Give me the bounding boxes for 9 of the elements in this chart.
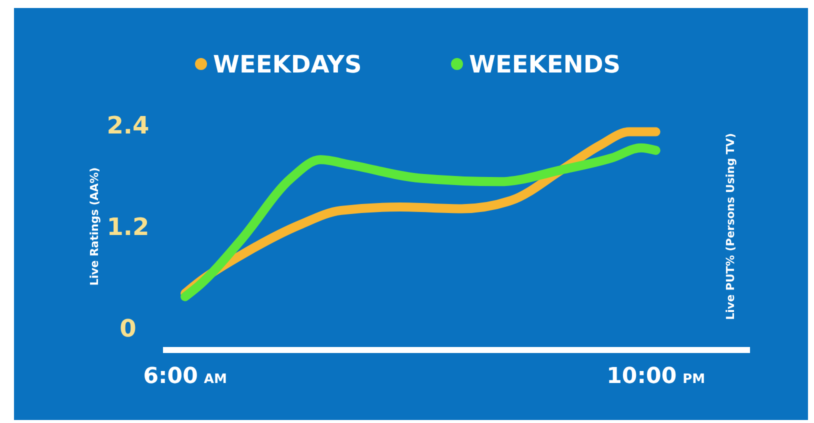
y-tick-label: 0 (120, 314, 136, 342)
y-tick-label: 2.4 (106, 111, 150, 140)
x-tick-label: 10:00 PM (606, 364, 706, 389)
y2-axis-title: Live PUT% (Persons Using TV) (724, 133, 737, 320)
x-tick-label: 6:00 AM (143, 364, 227, 389)
legend-label: WEEKDAYS (213, 50, 362, 79)
legend-label: WEEKENDS (469, 50, 621, 79)
y-axis-title: Live Ratings (AA%) (88, 167, 101, 286)
y-tick-label: 1.2 (106, 212, 150, 241)
